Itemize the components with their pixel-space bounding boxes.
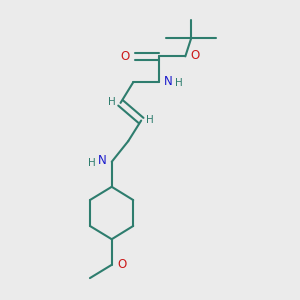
Text: O: O: [190, 49, 200, 62]
Text: N: N: [164, 75, 173, 88]
Text: H: H: [88, 158, 95, 168]
Text: H: H: [175, 79, 183, 88]
Text: O: O: [117, 258, 126, 271]
Text: N: N: [98, 154, 106, 167]
Text: H: H: [146, 115, 154, 125]
Text: H: H: [107, 97, 115, 107]
Text: O: O: [120, 50, 129, 63]
